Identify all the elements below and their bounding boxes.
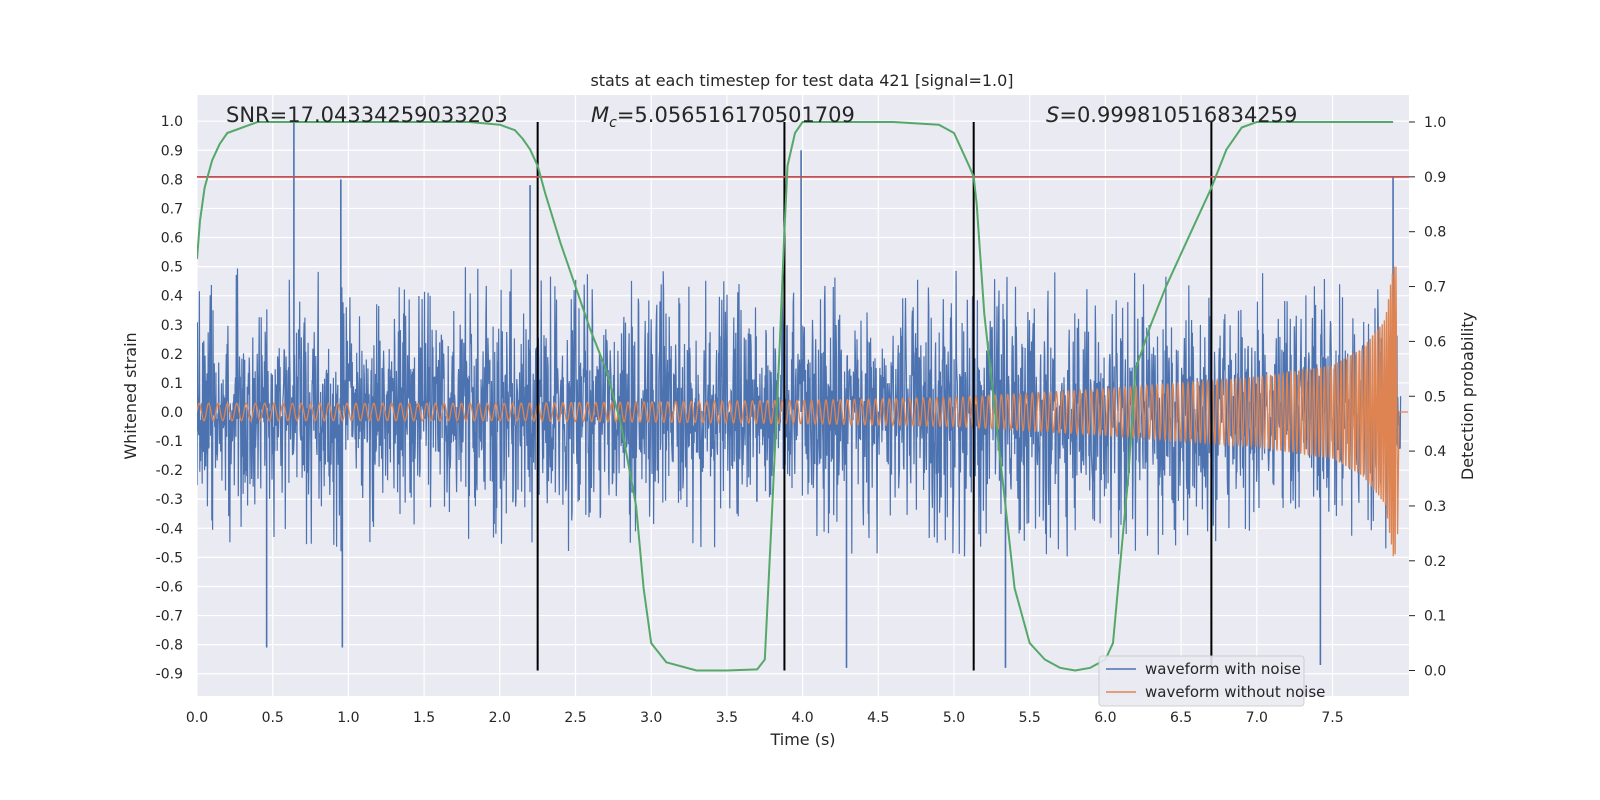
y-tick-label: 0.4 [161, 289, 183, 305]
x-axis-label: Time (s) [769, 730, 835, 749]
y-tick-label: -0.1 [156, 434, 183, 450]
y-tick-label: -0.6 [156, 579, 183, 595]
x-tick-label: 6.5 [1170, 710, 1192, 726]
legend-label-noise: waveform with noise [1145, 660, 1301, 678]
y-tick-label: -0.5 [156, 550, 183, 566]
chart-title: stats at each timestep for test data 421… [590, 71, 1013, 90]
y-tick-label: -0.7 [156, 609, 183, 625]
y2-tick-label: 0.9 [1424, 170, 1446, 186]
x-tick-label: 0.0 [186, 710, 208, 726]
chirp-mass-symbol: M [591, 103, 609, 127]
noise-trace [197, 267, 1402, 557]
y2-tick-label: 0.7 [1424, 280, 1446, 296]
y-tick-label: 0.7 [161, 201, 183, 217]
legend-box [1098, 655, 1305, 707]
y-tick-label: 0.5 [161, 260, 183, 276]
y2-tick-label: 0.8 [1424, 225, 1446, 241]
y-tick-label: 0.1 [161, 376, 183, 392]
x-tick-label: 3.5 [716, 710, 738, 726]
x-axis-ticks: 0.0 0.5 1.0 1.5 2.0 2.5 3.0 3.5 4.0 4.5 5.0 5.5 6.0 6… [186, 710, 1344, 726]
x-tick-label: 1.0 [337, 710, 359, 726]
x-tick-label: 4.5 [867, 710, 889, 726]
y2-tick-label: 0.6 [1424, 334, 1446, 350]
chirp-mass-value: =5.056516170501709 [617, 103, 855, 127]
detection-probability-series [197, 121, 1394, 672]
x-tick-label: 3.0 [640, 710, 662, 726]
y-tick-label: 0.9 [161, 143, 183, 159]
x-tick-label: 6.0 [1094, 710, 1116, 726]
y2-axis-label: Detection probability [1458, 312, 1477, 480]
x-tick-label: 5.5 [1019, 710, 1041, 726]
score-value: =0.999810516834259 [1059, 103, 1297, 127]
y-tick-label: 0.8 [161, 172, 183, 188]
y2-tick-label: 0.0 [1424, 664, 1446, 680]
chirp-mass-annotation: Mc=5.056516170501709 [591, 103, 855, 131]
y-axis-label: Whitened strain [121, 332, 140, 459]
clean-trace [197, 266, 1409, 557]
y2-tick-label: 0.3 [1424, 499, 1446, 515]
x-tick-label: 7.5 [1321, 710, 1343, 726]
x-tick-label: 5.0 [943, 710, 965, 726]
legend: waveform with noise waveform without noi… [1098, 655, 1325, 707]
y-tick-label: 1.0 [161, 114, 183, 130]
y2-axis-ticks: 1.0 0.9 0.8 0.7 0.6 0.5 0.4 0.3 0.2 0.1 0.0 [1409, 115, 1446, 680]
snr-annotation: SNR=17.04334259033203 [226, 103, 508, 127]
y-tick-label: 0.2 [161, 347, 183, 363]
x-tick-label: 0.5 [262, 710, 284, 726]
waveform-with-noise-series [197, 121, 1402, 668]
y2-tick-label: 1.0 [1424, 115, 1446, 131]
x-tick-label: 2.0 [489, 710, 511, 726]
y-tick-label: -0.8 [156, 638, 183, 654]
score-annotation: S=0.999810516834259 [1046, 103, 1297, 127]
y-tick-label: 0.6 [161, 231, 183, 247]
probability-trace [197, 121, 1394, 672]
x-tick-label: 7.0 [1246, 710, 1268, 726]
x-tick-label: 2.5 [564, 710, 586, 726]
y-tick-label: -0.4 [156, 521, 183, 537]
x-tick-label: 4.0 [791, 710, 813, 726]
y2-tick-label: 0.5 [1424, 389, 1446, 405]
y-tick-label: -0.9 [156, 667, 183, 683]
y2-tick-label: 0.1 [1424, 609, 1446, 625]
score-symbol: S [1046, 103, 1059, 127]
x-tick-label: 1.5 [413, 710, 435, 726]
y-tick-label: 0.0 [161, 405, 183, 421]
chirp-mass-subscript: c [609, 115, 617, 131]
y2-tick-label: 0.4 [1424, 444, 1446, 460]
waveform-without-noise-series [197, 266, 1409, 557]
y2-tick-label: 0.2 [1424, 554, 1446, 570]
y-tick-label: -0.2 [156, 463, 183, 479]
y-axis-ticks: 1.0 0.9 0.8 0.7 0.6 0.5 0.4 0.3 0.2 0.1 0.0 -0.1 -0.… [156, 114, 183, 683]
y-tick-label: -0.3 [156, 492, 183, 508]
y-tick-label: 0.3 [161, 318, 183, 334]
legend-label-clean: waveform without noise [1145, 683, 1325, 701]
